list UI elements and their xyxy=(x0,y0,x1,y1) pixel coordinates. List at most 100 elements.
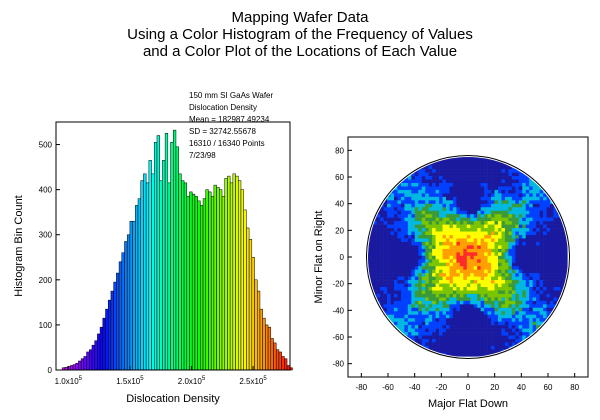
wafer-map-cell xyxy=(546,196,551,201)
wafer-map-cell xyxy=(470,276,475,281)
wafer-map-cell xyxy=(477,339,481,343)
wafer-map-cell xyxy=(484,266,488,270)
histogram-bar xyxy=(70,365,74,371)
wafer-map-cell xyxy=(452,241,457,246)
wafer-map-cell xyxy=(563,241,568,246)
wafer-map-cell xyxy=(484,311,488,316)
wafer-map-cell xyxy=(418,252,423,257)
wafer-map-cell xyxy=(484,255,488,260)
histogram-bar xyxy=(240,189,244,371)
wafer-map-cell xyxy=(515,189,520,194)
wafer-map-cell xyxy=(508,193,513,198)
wafer-map-cell xyxy=(400,311,405,316)
wafer-map-cell xyxy=(498,259,502,264)
wafer-map-cell xyxy=(532,328,537,333)
wafer-map-cell xyxy=(463,157,468,160)
wafer-map-cell xyxy=(491,321,495,326)
wafer-map-cell xyxy=(550,214,554,218)
histogram-bar xyxy=(116,272,120,371)
wafer-map-cell xyxy=(459,349,464,354)
wafer-map-cell xyxy=(470,262,475,267)
wafer-map-cell xyxy=(501,311,506,316)
wafer-map-cell xyxy=(470,228,475,232)
wafer-map-cell xyxy=(466,162,471,166)
wafer-map-cell xyxy=(383,262,388,267)
wafer-map-cell xyxy=(442,228,447,232)
wafer-map-cell xyxy=(421,262,426,267)
wafer-map-cell xyxy=(432,259,436,264)
histogram-bar xyxy=(72,364,76,371)
wafer-map-cell xyxy=(525,300,530,305)
wafer-map-cell xyxy=(463,228,468,232)
wafer-map-cell xyxy=(525,207,530,212)
wafer-map-cell xyxy=(446,165,450,170)
wafer-map-cell xyxy=(511,311,516,316)
histogram-bar xyxy=(267,326,272,371)
wafer-map-cell xyxy=(532,203,537,208)
wafer-map-cell xyxy=(470,157,475,160)
wafer-map-cell xyxy=(432,235,436,239)
wafer-map-cell xyxy=(439,217,443,222)
wafer-map-cell xyxy=(470,335,475,340)
wafer-map-cell xyxy=(432,179,436,184)
wafer-map-cell xyxy=(466,210,471,215)
wafer-map-cell xyxy=(491,176,495,180)
wafer-map-cell xyxy=(407,297,412,302)
wafer-map-cell xyxy=(515,203,520,208)
wafer-map-cell xyxy=(525,266,530,270)
wafer-map-cell xyxy=(432,200,436,205)
wafer-map-cell xyxy=(518,290,523,295)
wafer-map-cell xyxy=(449,252,454,257)
wafer-map-cell xyxy=(435,189,440,194)
wafer-map-cell xyxy=(550,259,554,264)
wafer-map-cell xyxy=(494,307,499,312)
wafer-map-cell xyxy=(515,266,520,270)
wafer-map-cell xyxy=(498,318,502,322)
wafer-map-cell xyxy=(390,196,395,201)
wafer-map-cell xyxy=(550,207,554,212)
wafer-map-cell xyxy=(487,186,492,191)
wafer-map-cell xyxy=(515,297,520,302)
wafer-map-cell xyxy=(539,193,544,198)
wafer-map-cell xyxy=(511,252,516,257)
wafer-map-cell xyxy=(456,189,461,194)
wafer-map-cell xyxy=(522,245,527,250)
wafer-map-cell xyxy=(449,304,454,309)
wafer-map-cell xyxy=(435,217,440,222)
wafer-map-cell xyxy=(511,266,516,270)
wafer-map-cell xyxy=(463,276,468,281)
wafer-map-cell xyxy=(446,328,450,333)
wafer-map-cell xyxy=(477,217,481,222)
wafer-map-cell xyxy=(504,196,509,201)
wafer-map-cell xyxy=(373,228,377,232)
wafer-map-cell xyxy=(501,207,506,212)
wafer-map-cell xyxy=(484,193,488,198)
wafer-map-cell xyxy=(414,273,419,277)
wafer-map-cell xyxy=(504,307,509,312)
wafer-map-cell xyxy=(390,259,395,264)
wafer-map-cell xyxy=(400,224,405,229)
wafer-map-cell xyxy=(529,307,533,312)
wafer-map-cell xyxy=(477,345,481,350)
wafer-map-cell xyxy=(525,293,530,298)
wafer-map-cell xyxy=(414,207,419,212)
wafer-map-cell xyxy=(501,342,506,347)
wafer-map-cell xyxy=(532,318,537,322)
wafer-map-cell xyxy=(473,342,478,347)
wafer-map-cell xyxy=(439,335,443,340)
wafer-map-cell xyxy=(473,235,478,239)
wafer-map-cell xyxy=(504,342,509,347)
wafer-map-cell xyxy=(522,335,527,340)
wafer-map-cell xyxy=(421,293,426,298)
wafer-map-cell xyxy=(459,165,464,170)
wafer-map-cell xyxy=(480,203,485,208)
wafer-map-cell xyxy=(390,224,395,229)
wafer-map-cell xyxy=(456,339,461,343)
wafer-map-cell xyxy=(491,349,495,354)
wafer-map-cell xyxy=(491,221,495,225)
wafer-map-cell xyxy=(390,318,395,322)
wafer-map-cell xyxy=(487,290,492,295)
wafer-map-cell xyxy=(400,203,405,208)
wafer-map-cell xyxy=(446,238,450,243)
histogram-bar xyxy=(173,129,177,371)
